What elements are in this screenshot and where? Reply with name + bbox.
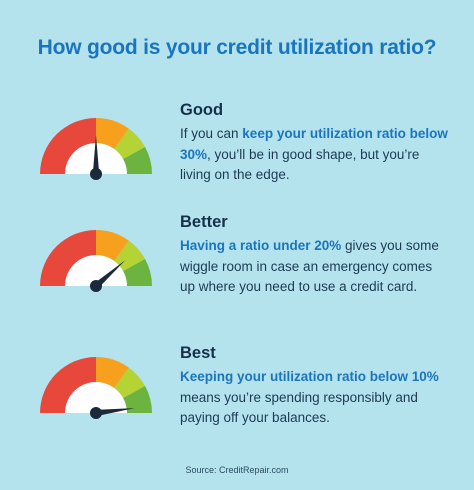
gauge-good-svg	[40, 118, 152, 180]
section-description: Keeping your utilization ratio below 10%…	[180, 367, 450, 429]
section-heading: Best	[180, 344, 216, 362]
gauge-pivot	[90, 280, 102, 292]
gauge-needle	[92, 135, 100, 174]
gauge-inner-circle	[65, 382, 127, 413]
desc-text: , you’ll be in good shape, but you’re li…	[180, 146, 420, 183]
gauge-needle	[95, 408, 135, 417]
gauge-better	[36, 226, 156, 296]
section-heading: Good	[180, 101, 224, 119]
gauge-good	[36, 114, 156, 184]
section-heading: Better	[180, 213, 228, 231]
desc-highlight: Keeping your utilization ratio below 10%	[180, 369, 439, 384]
desc-text: If you can	[180, 126, 243, 141]
gauge-better-svg	[40, 230, 152, 292]
section-better-text: Better Having a ratio under 20% gives yo…	[180, 212, 450, 298]
gauge-best	[36, 353, 156, 423]
section-description: If you can keep your utilization ratio b…	[180, 124, 450, 186]
desc-text: gives you some wiggle room in case an em…	[180, 238, 439, 294]
source-credit: Source: CreditRepair.com	[185, 465, 289, 475]
desc-highlight: keep your utilization ratio below 30%	[180, 126, 448, 162]
gauge-pivot	[90, 168, 102, 180]
gauge-best-svg	[40, 357, 152, 419]
section-description: Having a ratio under 20% gives you some …	[180, 236, 450, 298]
section-good-text: Good If you can keep your utilization ra…	[180, 100, 450, 186]
gauge-pivot	[90, 407, 102, 419]
desc-text: means you’re spending responsibly and pa…	[180, 389, 418, 426]
gauge-needle	[93, 260, 126, 289]
gauge-inner-circle	[65, 255, 127, 286]
desc-highlight: Having a ratio under 20%	[180, 238, 342, 253]
section-best-text: Best Keeping your utilization ratio belo…	[180, 343, 450, 429]
page-title: How good is your credit utilization rati…	[37, 36, 437, 59]
